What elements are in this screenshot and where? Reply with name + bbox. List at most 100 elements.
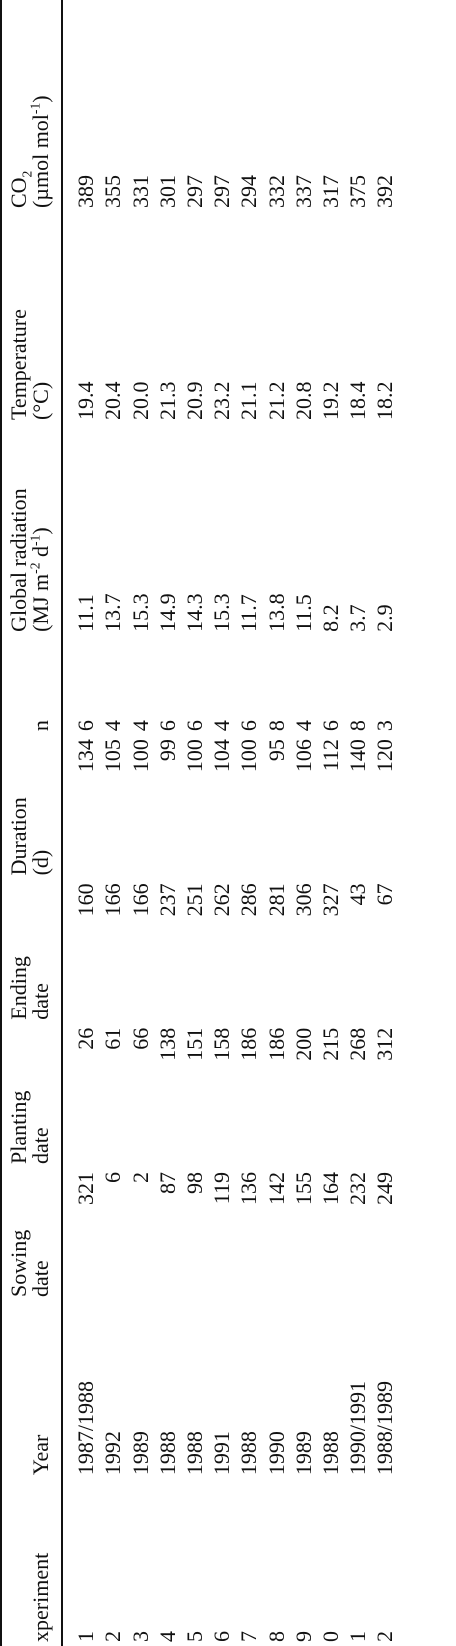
cell-sowing-date: 155 [290, 1172, 316, 1205]
cell-temperature: 20.9 [182, 381, 207, 420]
header-radiation-line2: (MJ m-2 d-1) [28, 428, 54, 632]
cell-planting-date: 268 [345, 1027, 371, 1061]
cell-global-radiation: 15.3 [127, 593, 153, 632]
cell-temperature: 18.4 [345, 381, 371, 420]
cell-temperature: 20.0 [127, 381, 153, 420]
cell-year: 1992 [100, 1431, 126, 1476]
cell-n: 6 [154, 720, 180, 732]
cell-sowing-date: 232 [345, 1172, 371, 1205]
header-co2-line1: CO2 [6, 4, 34, 208]
cell-year: 1990/1991 [345, 1381, 371, 1476]
cell-experiment: 4 [154, 1631, 180, 1642]
header-sowing-line1: Sowing [6, 1229, 31, 1298]
header-radiation-exp-a: -2 [28, 562, 44, 574]
cell-global-radiation: 8.2 [317, 604, 343, 632]
cell-n: 8 [345, 720, 371, 732]
header-radiation-unit-c: ) [28, 527, 54, 535]
table-row: 5 1988 98 151 251 100 6 14.3 20.9 297 [182, 0, 209, 1646]
cell-sowing-date: 2 [127, 1172, 153, 1183]
cell-co2: 355 [100, 175, 126, 209]
header-co2-unit-a: (µmol mol [28, 114, 54, 209]
cell-year: 1988 [236, 1431, 262, 1476]
cell-temperature: 20.8 [290, 381, 316, 420]
cell-global-radiation: 14.9 [154, 593, 180, 632]
cell-planting-date: 200 [290, 1027, 316, 1061]
header-radiation-exp-b: -1 [28, 534, 44, 546]
cell-duration: 100 [127, 739, 153, 773]
cell-experiment: 3 [127, 1631, 153, 1642]
cell-global-radiation: 3.7 [345, 604, 371, 632]
cell-sowing-date: 164 [317, 1172, 343, 1205]
cell-duration: 100 [236, 739, 262, 773]
cell-co2: 317 [317, 175, 343, 209]
table-row: 4 1988 87 138 237 99 6 14.9 21.3 301 [154, 0, 181, 1646]
cell-duration: 134 [73, 739, 99, 773]
table-row: 2 1988/1989 249 312 67 120 3 2.9 18.2 39… [372, 0, 399, 1646]
header-temperature-line1: Temperature [6, 309, 31, 420]
cell-experiment: 2 [100, 1631, 126, 1642]
cell-duration: 99 [154, 739, 180, 762]
header-co2-exp: -1 [28, 102, 44, 115]
cell-planting-date: 158 [209, 1027, 235, 1061]
cell-planting-date: 215 [317, 1027, 343, 1061]
cell-co2: 331 [127, 175, 153, 209]
header-duration-line2: (d) [28, 849, 54, 876]
cell-temperature: 18.2 [372, 381, 398, 420]
cell-experiment: 1 [73, 1631, 99, 1642]
cell-co2: 297 [182, 175, 207, 209]
cell-planting-date: 186 [263, 1027, 289, 1061]
cell-co2: 301 [154, 175, 180, 209]
header-planting-line2: date [28, 1127, 54, 1164]
table-row: 8 1990 142 186 281 95 8 13.8 21.2 332 [263, 0, 290, 1646]
table-row: 0 1988 164 215 327 112 6 8.2 19.2 317 [318, 0, 345, 1646]
cell-sowing-date: 87 [154, 1172, 180, 1194]
header-year: Year [1, 1301, 62, 1480]
cell-planting-date: 312 [372, 1027, 398, 1061]
cell-temperature: 21.1 [236, 381, 262, 420]
cell-n: 4 [100, 720, 126, 732]
cell-duration: 120 [372, 739, 398, 773]
header-co2-line2: (µmol mol-1) [28, 4, 54, 209]
cell-sowing-date: 321 [73, 1172, 99, 1205]
cell-experiment: 1 [345, 1631, 371, 1642]
table-row: 1 1987/1988 321 26 160 134 6 11.1 19.4 3… [62, 0, 100, 1646]
cell-temperature: 19.4 [73, 381, 99, 420]
cell-n: 4 [290, 720, 316, 732]
cell-duration: 100 [182, 739, 207, 773]
cell-year: 1991 [209, 1431, 235, 1476]
table-row: 1 1990/1991 232 268 43 140 8 3.7 18.4 37… [345, 0, 372, 1646]
cell-co2: 337 [290, 175, 316, 209]
cell-year: 1990 [263, 1431, 289, 1476]
cell-n: 6 [317, 720, 343, 732]
cell-co2: 375 [345, 175, 371, 209]
cell-planting-date: 66 [127, 1027, 153, 1050]
cell-sowing-date: 142 [263, 1172, 289, 1205]
cell-sowing-date: 249 [372, 1172, 398, 1205]
cell-sowing-date: 6 [100, 1172, 126, 1183]
header-experiment-label: xperiment [28, 1552, 54, 1642]
cell-co2: 392 [372, 175, 398, 209]
cell-ending-date: 43 [345, 883, 371, 906]
cell-experiment: 9 [290, 1631, 316, 1642]
cell-global-radiation: 11.1 [73, 594, 99, 632]
cell-n: 4 [127, 720, 153, 732]
cell-planting-date: 138 [154, 1027, 180, 1061]
cell-year: 1988 [154, 1431, 180, 1476]
cell-experiment: 5 [182, 1631, 207, 1642]
cell-experiment: 2 [372, 1631, 398, 1642]
cell-year: 1987/1988 [73, 1381, 99, 1476]
cell-duration: 104 [209, 739, 235, 773]
header-n-label: n [28, 720, 54, 732]
cell-global-radiation: 15.3 [209, 593, 235, 632]
cell-year: 1988 [317, 1431, 343, 1476]
header-ending-line1: Ending [6, 956, 31, 1020]
cell-ending-date: 251 [182, 883, 207, 917]
cell-temperature: 19.2 [317, 381, 343, 420]
header-global-radiation: Global radiation (MJ m-2 d-1) [1, 423, 62, 636]
header-radiation-unit-a: (MJ m [28, 573, 54, 632]
header-radiation-unit-b: d [28, 545, 54, 563]
cell-year: 1989 [127, 1431, 153, 1476]
header-sowing-date: Sowing date [1, 1168, 62, 1302]
header-n: n [1, 635, 62, 736]
